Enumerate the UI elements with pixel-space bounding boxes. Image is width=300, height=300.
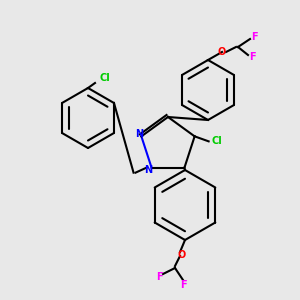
Text: F: F: [180, 280, 186, 290]
Text: N: N: [135, 129, 143, 139]
Text: Cl: Cl: [211, 136, 222, 146]
Text: F: F: [251, 32, 257, 42]
Text: F: F: [249, 52, 255, 62]
Text: F: F: [156, 272, 162, 282]
Text: O: O: [178, 250, 186, 260]
Text: O: O: [218, 47, 226, 57]
Text: Cl: Cl: [100, 73, 110, 83]
Text: N: N: [145, 165, 153, 175]
